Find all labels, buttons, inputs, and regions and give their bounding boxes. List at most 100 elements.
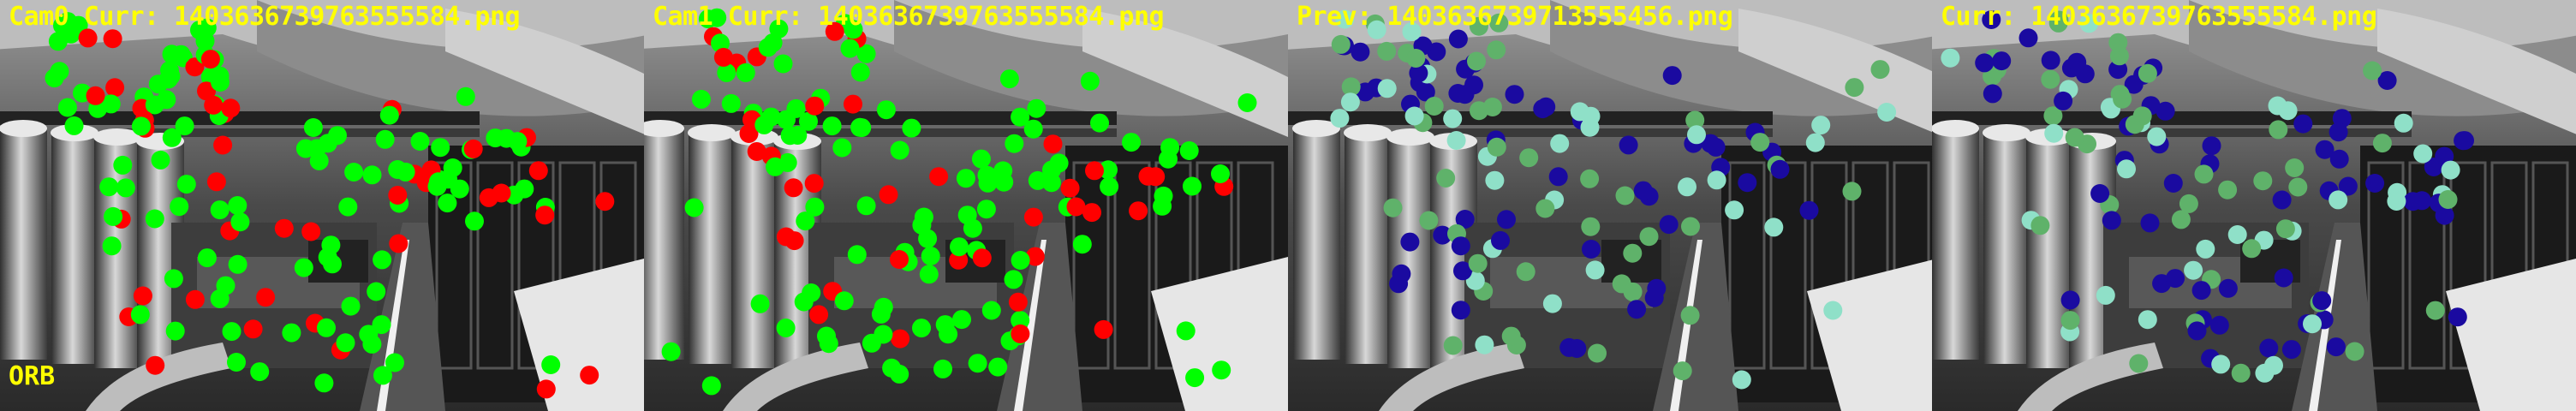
feature-point: [410, 132, 430, 151]
feature-point: [840, 39, 860, 58]
feature-point: [1706, 137, 1726, 157]
panel-title-cam1: Cam1 Curr: 1403636739763555584.png: [653, 2, 1165, 32]
feature-point: [1678, 177, 1696, 197]
feature-point: [1485, 170, 1505, 190]
feature-point: [1005, 134, 1024, 153]
feature-point: [1335, 9, 1355, 29]
feature-point: [317, 318, 336, 337]
feature-point: [2202, 136, 2221, 156]
feature-point: [834, 291, 854, 311]
feature-point: [1623, 282, 1643, 301]
feature-point: [1451, 236, 1470, 256]
feature-point: [336, 333, 355, 353]
feature-point: [788, 126, 808, 145]
feature-point: [113, 155, 133, 175]
feature-point: [1662, 66, 1682, 86]
feature-point: [1497, 210, 1516, 229]
feature-point: [508, 132, 528, 152]
feature-point: [294, 258, 313, 277]
feature-point: [902, 118, 921, 138]
panel-cam1-current: Cam1 Curr: 1403636739763555584.png: [644, 0, 1288, 411]
feature-point: [303, 118, 323, 137]
feature-point: [1588, 343, 1607, 363]
feature-point: [362, 334, 382, 354]
feature-point: [2132, 106, 2152, 126]
feature-point: [1805, 133, 1825, 152]
feature-point: [2275, 219, 2295, 239]
feature-point: [832, 138, 852, 158]
feature-point: [711, 33, 730, 53]
feature-point: [1027, 98, 1046, 118]
feature-point: [2285, 158, 2305, 177]
feature-point: [919, 265, 939, 284]
feature-point: [1160, 138, 1180, 158]
feature-point: [794, 292, 814, 312]
feature-point: [1443, 109, 1463, 128]
panel-title-previous: Prev: 1403636739713555456.png: [1297, 2, 1733, 32]
feature-point: [116, 178, 135, 198]
feature-point: [1533, 99, 1553, 119]
feature-point: [105, 78, 125, 98]
feature-point: [438, 194, 457, 213]
feature-point: [721, 93, 741, 113]
feature-point: [535, 206, 555, 225]
feature-point: [2194, 164, 2214, 184]
feature-point: [809, 305, 829, 325]
feature-point: [2242, 239, 2262, 259]
feature-point: [2138, 310, 2157, 330]
feature-point: [1732, 370, 1751, 390]
feature-point: [1764, 217, 1784, 237]
feature-point: [103, 29, 122, 49]
feature-point: [338, 197, 358, 217]
feature-point: [1377, 41, 1397, 61]
feature-point: [1615, 186, 1635, 206]
feature-point: [1725, 200, 1744, 220]
feature-point: [844, 94, 862, 114]
feature-points-previous: [1330, 9, 1897, 390]
feature-point: [844, 20, 863, 39]
feature-point: [2454, 131, 2473, 151]
feature-point: [2108, 33, 2128, 52]
feature-point: [912, 319, 931, 338]
feature-point: [1467, 51, 1486, 71]
feature-point: [1211, 164, 1230, 183]
feature-point: [2425, 301, 2445, 320]
feature-point: [799, 111, 818, 131]
feature-point: [1043, 134, 1063, 154]
feature-point: [2211, 354, 2231, 374]
feature-point: [661, 342, 681, 361]
feature-point: [274, 218, 294, 238]
feature-point: [2117, 159, 2136, 179]
feature-point: [131, 116, 151, 136]
feature-point: [1535, 199, 1555, 218]
feature-point: [2329, 190, 2348, 210]
feature-points-cam1: [661, 8, 1257, 396]
feature-point: [145, 95, 164, 115]
feature-point: [211, 73, 230, 92]
feature-point: [952, 310, 971, 330]
feature-point: [1548, 167, 1568, 187]
feature-point: [1011, 107, 1030, 127]
feature-point: [1487, 137, 1506, 157]
feature-point: [2065, 128, 2084, 147]
feature-point: [1581, 217, 1601, 236]
feature-point: [1424, 97, 1444, 116]
feature-point: [1100, 176, 1119, 196]
feature-point: [2041, 69, 2060, 89]
feature-point: [99, 177, 119, 197]
feature-point: [882, 358, 902, 378]
feature-point: [1992, 51, 2012, 71]
feature-point: [784, 178, 803, 198]
feature-point: [2293, 114, 2313, 134]
feature-point: [1542, 294, 1562, 313]
feature-point: [1389, 274, 1409, 294]
feature-point: [2441, 160, 2460, 180]
feature-point: [890, 250, 909, 269]
feature-point: [104, 206, 123, 226]
feature-point: [2067, 52, 2087, 72]
feature-point: [766, 157, 785, 176]
feature-point: [1066, 197, 1086, 217]
feature-point: [871, 304, 891, 324]
feature-point: [2413, 144, 2433, 164]
feature-point: [314, 373, 334, 393]
